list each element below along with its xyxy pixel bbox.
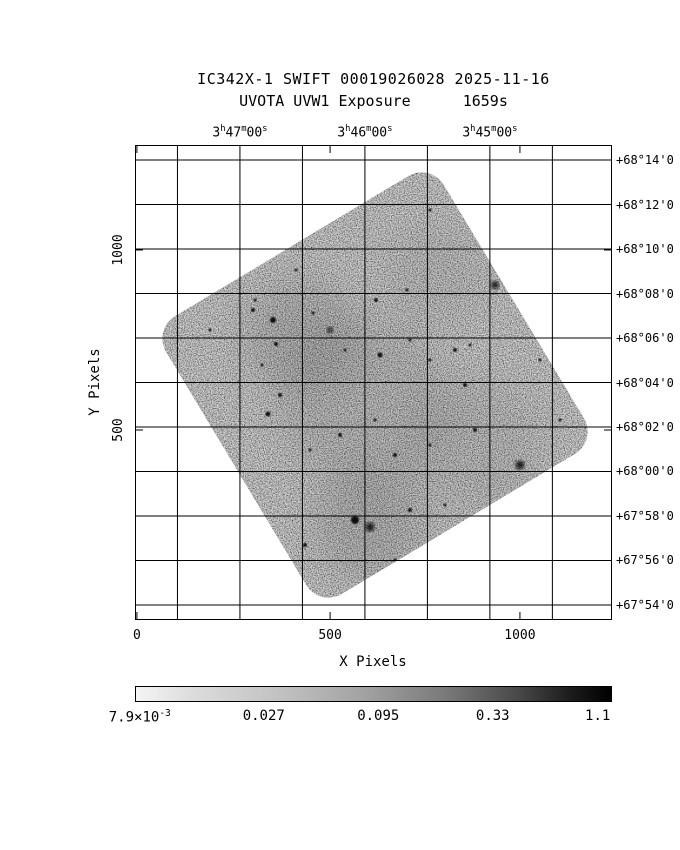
source-point: [311, 311, 315, 315]
source-point: [538, 358, 542, 362]
source-point: [428, 443, 432, 447]
dec-tick-label: +68°10'0: [616, 242, 674, 256]
source-point: [365, 522, 375, 532]
source-point: [270, 317, 276, 323]
diffuse-emission: [245, 225, 540, 580]
source-point: [303, 543, 307, 547]
source-point: [408, 338, 412, 342]
source-point: [230, 254, 236, 260]
source-point: [223, 278, 227, 282]
plot-subtitle: UVOTA UVW1 Exposure 1659s: [135, 92, 612, 110]
plot-frame: [135, 145, 612, 620]
colorbar-tick-label: 0.027: [242, 708, 285, 724]
source-point: [251, 308, 255, 312]
source-point: [491, 281, 499, 289]
source-point: [260, 363, 264, 367]
y-axis-title: Y Pixels: [87, 348, 103, 416]
source-point: [498, 193, 502, 197]
ra-tick-label: 3h45m00s: [462, 124, 518, 141]
source-point: [428, 358, 432, 362]
dec-tick-label: +68°14'0: [616, 153, 674, 167]
source-point: [260, 255, 264, 259]
dec-tick-label: +68°08'0: [616, 286, 674, 301]
source-point: [453, 348, 457, 352]
colorbar: [135, 686, 612, 702]
source-point: [443, 503, 447, 507]
colorbar-tick-label: 1.1: [585, 708, 611, 724]
diffuse-blob: [385, 225, 485, 325]
colorbar-tick-label: 0.095: [357, 708, 400, 724]
source-point: [468, 343, 472, 347]
x-tick-label: 1000: [504, 628, 536, 643]
plot-area: [135, 145, 612, 620]
source-point: [377, 352, 383, 358]
ra-tick-label: 3h46m00s: [337, 124, 393, 141]
source-point: [393, 453, 397, 457]
source-point: [428, 208, 432, 212]
source-point: [463, 383, 467, 387]
diffuse-blob: [410, 380, 540, 510]
axis-ticks: [136, 146, 611, 619]
dec-tick-label: +68°12'0: [616, 197, 674, 212]
source-point: [405, 288, 409, 292]
source-point: [327, 327, 333, 333]
source-point: [351, 516, 359, 524]
plot-title: IC342X-1 SWIFT 00019026028 2025-11-16: [197, 70, 550, 88]
subtitle-exposure: 1659s: [462, 92, 508, 110]
dec-tick-label: +68°06'0: [616, 331, 674, 345]
source-point: [253, 298, 257, 302]
y-tick-label: 1000: [111, 234, 126, 266]
source-point: [343, 348, 347, 352]
source-point: [473, 428, 477, 432]
dec-tick-label: +68°04'0: [616, 375, 674, 390]
dec-tick-label: +67°56'0: [616, 553, 674, 568]
source-point: [265, 411, 271, 417]
source-point: [558, 418, 562, 422]
ra-tick-label: 3h47m00s: [212, 124, 268, 141]
source-point: [518, 298, 522, 302]
x-tick-label: 0: [132, 628, 141, 643]
source-point: [208, 328, 212, 332]
sky-image: [135, 145, 612, 620]
source-point: [308, 448, 312, 452]
dec-tick-label: +67°54'0: [616, 597, 674, 612]
source-point: [373, 418, 377, 422]
source-point: [278, 393, 282, 397]
colorbar-tick-label: 7.9×10-3: [108, 708, 171, 726]
dec-tick-label: +68°00'0: [616, 464, 674, 479]
dec-tick-label: +67°58'0: [616, 508, 674, 523]
subtitle-instrument: UVOTA UVW1 Exposure: [239, 92, 411, 110]
source-point: [338, 433, 342, 437]
source-point: [515, 460, 525, 470]
dec-tick-label: +68°02'0: [616, 419, 674, 434]
coordinate-grid: [135, 145, 612, 620]
colorbar-tick-label: 0.33: [475, 708, 510, 724]
source-point: [294, 268, 298, 272]
x-axis-title: X Pixels: [339, 654, 407, 670]
source-point: [274, 342, 278, 346]
y-tick-label: 500: [111, 418, 126, 442]
source-point: [374, 298, 378, 302]
source-point: [408, 508, 412, 512]
x-tick-label: 500: [318, 628, 342, 643]
